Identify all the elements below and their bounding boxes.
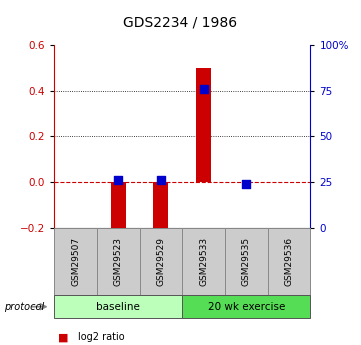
Text: GSM29529: GSM29529: [156, 237, 165, 286]
Bar: [153, 182, 169, 230]
Text: GSM29507: GSM29507: [71, 237, 80, 286]
Text: GSM29533: GSM29533: [199, 237, 208, 286]
Bar: [196, 68, 211, 182]
Text: GDS2234 / 1986: GDS2234 / 1986: [123, 16, 238, 29]
Point: [115, 177, 121, 183]
Point: [243, 181, 249, 187]
Text: ■: ■: [58, 333, 68, 342]
Text: baseline: baseline: [96, 302, 140, 312]
Bar: [111, 182, 126, 232]
Text: GSM29536: GSM29536: [284, 237, 293, 286]
Point: [158, 177, 164, 183]
Text: protocol: protocol: [4, 302, 44, 312]
Point: [201, 86, 206, 91]
Text: GSM29523: GSM29523: [114, 237, 123, 286]
Text: GSM29535: GSM29535: [242, 237, 251, 286]
Text: 20 wk exercise: 20 wk exercise: [208, 302, 285, 312]
Text: log2 ratio: log2 ratio: [78, 333, 124, 342]
